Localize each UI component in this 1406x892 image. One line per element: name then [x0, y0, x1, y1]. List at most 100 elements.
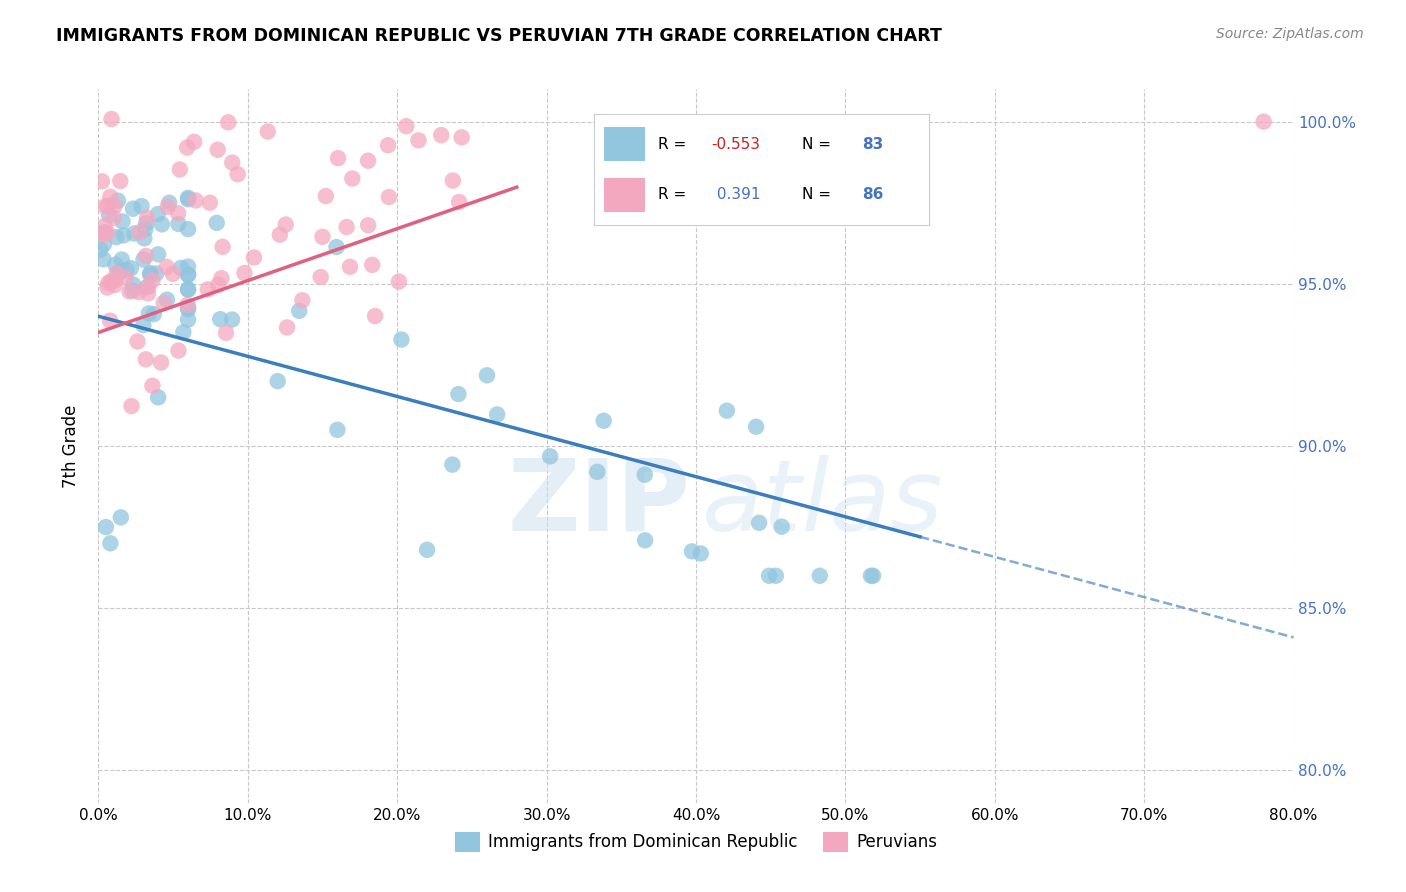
Point [136, 211, 159, 225]
Point [127, 334, 149, 349]
Point [98, 314, 121, 328]
Point [177, 268, 200, 282]
Point [121, 284, 143, 298]
Point [121, 399, 143, 413]
Point [112, 228, 135, 243]
Point [152, 296, 174, 310]
Point [105, 230, 128, 244]
Point [162, 267, 184, 281]
Point [128, 225, 150, 239]
Point [221, 312, 243, 326]
Point [689, 547, 711, 561]
Point [100, 112, 122, 126]
Point [169, 162, 191, 177]
Point [221, 155, 243, 169]
Point [132, 252, 155, 267]
Point [135, 222, 157, 236]
Point [326, 423, 349, 437]
Point [269, 227, 291, 242]
Point [770, 519, 793, 533]
Point [138, 279, 160, 293]
Point [256, 124, 278, 138]
Point [862, 568, 884, 582]
Point [745, 419, 768, 434]
Point [634, 533, 657, 548]
Point [430, 128, 453, 142]
Point [592, 414, 614, 428]
Point [177, 222, 200, 236]
Point [141, 378, 163, 392]
Point [758, 568, 780, 582]
Point [765, 568, 787, 582]
Point [198, 195, 221, 210]
Point [389, 333, 412, 347]
Point [243, 251, 266, 265]
Point [276, 320, 298, 334]
Point [211, 271, 233, 285]
Point [267, 374, 290, 388]
Point [177, 282, 200, 296]
Point [104, 273, 127, 287]
Point [100, 274, 122, 288]
Point [408, 133, 430, 147]
Point [135, 249, 157, 263]
Point [157, 195, 180, 210]
Point [357, 219, 380, 233]
Point [107, 194, 129, 208]
Point [357, 153, 380, 168]
Point [177, 260, 200, 274]
Point [135, 352, 157, 367]
Point [197, 282, 219, 296]
Point [96, 226, 118, 240]
Point [104, 258, 127, 272]
Point [122, 277, 145, 292]
Point [364, 309, 387, 323]
Point [122, 202, 145, 216]
Point [139, 266, 162, 280]
Point [136, 286, 159, 301]
Point [361, 258, 384, 272]
Point [141, 273, 163, 287]
Y-axis label: 7th Grade: 7th Grade [62, 404, 80, 488]
Point [150, 355, 173, 369]
Point [139, 268, 162, 282]
Point [118, 285, 141, 299]
Point [155, 260, 177, 274]
Text: Source: ZipAtlas.com: Source: ZipAtlas.com [1216, 27, 1364, 41]
Point [388, 275, 411, 289]
Point [449, 194, 471, 209]
Point [226, 167, 249, 181]
Point [176, 140, 198, 154]
Point [233, 266, 256, 280]
Point [441, 458, 464, 472]
Point [138, 306, 160, 320]
Point [156, 200, 179, 214]
Point [634, 467, 657, 482]
Point [167, 206, 190, 220]
Point [447, 387, 470, 401]
Point [172, 326, 194, 340]
Point [115, 263, 138, 277]
Point [97, 276, 120, 290]
Point [377, 138, 399, 153]
Point [176, 298, 198, 312]
Point [135, 216, 157, 230]
Point [128, 285, 150, 299]
Point [342, 171, 364, 186]
Point [131, 199, 153, 213]
Point [209, 312, 232, 326]
Point [183, 135, 205, 149]
Text: ZIP: ZIP [508, 455, 690, 551]
Point [93, 225, 115, 239]
Point [211, 240, 233, 254]
Point [538, 450, 561, 464]
Point [177, 192, 200, 206]
Point [167, 343, 190, 358]
Point [146, 207, 169, 221]
Point [205, 216, 228, 230]
Point [309, 270, 332, 285]
Point [111, 214, 134, 228]
Point [108, 266, 131, 280]
Point [859, 568, 882, 582]
Point [114, 270, 136, 285]
